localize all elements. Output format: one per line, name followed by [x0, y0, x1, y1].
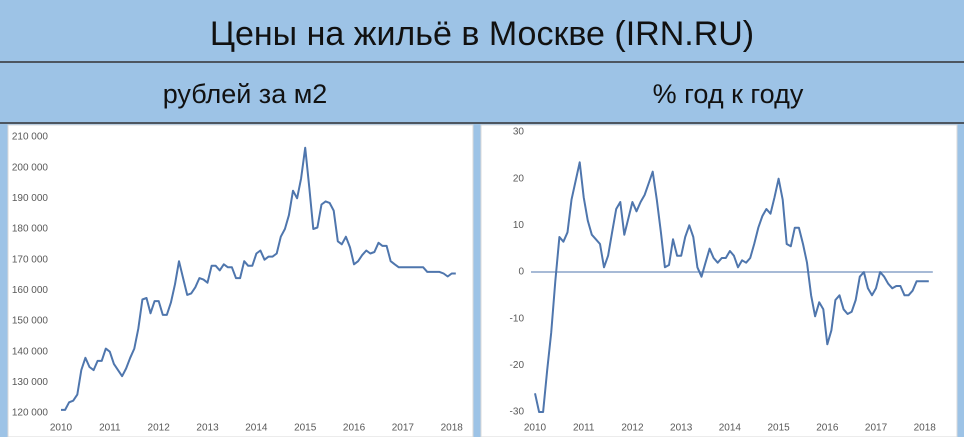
- x-tick-label: 2013: [196, 423, 219, 434]
- x-tick-label: 2018: [914, 423, 937, 434]
- x-tick-label: 2017: [865, 423, 888, 434]
- data-line: [61, 146, 456, 411]
- chart-panel: [7, 124, 474, 437]
- y-tick-label: 200 000: [12, 162, 49, 173]
- y-tick-label: -30: [510, 407, 525, 418]
- chart-subtitle: рублей за м2: [163, 79, 328, 109]
- y-tick-label: 130 000: [12, 377, 49, 388]
- x-tick-label: 2010: [524, 423, 547, 434]
- x-tick-label: 2017: [392, 423, 415, 434]
- y-tick-label: -20: [510, 360, 525, 371]
- x-tick-label: 2011: [99, 423, 121, 434]
- x-tick-label: 2012: [621, 423, 644, 434]
- y-tick-label: -10: [510, 313, 525, 324]
- x-tick-label: 2011: [573, 423, 595, 434]
- y-tick-label: 10: [513, 220, 525, 231]
- y-tick-label: 140 000: [12, 346, 49, 357]
- x-tick-label: 2016: [816, 423, 839, 434]
- x-tick-label: 2014: [719, 423, 742, 434]
- x-tick-label: 2014: [245, 423, 268, 434]
- y-tick-label: 170 000: [12, 254, 49, 265]
- y-tick-label: 30: [513, 127, 525, 138]
- x-tick-label: 2015: [767, 423, 790, 434]
- y-tick-label: 120 000: [12, 408, 49, 419]
- x-tick-label: 2015: [294, 423, 317, 434]
- x-tick-label: 2018: [441, 423, 464, 434]
- y-tick-label: 210 000: [12, 132, 49, 143]
- x-tick-label: 2016: [343, 423, 366, 434]
- page-title: Цены на жильё в Москве (IRN.RU): [210, 15, 754, 53]
- x-tick-label: 2012: [148, 423, 171, 434]
- x-tick-label: 2010: [50, 423, 73, 434]
- y-tick-label: 190 000: [12, 193, 49, 204]
- y-tick-label: 20: [513, 173, 525, 184]
- x-tick-label: 2013: [670, 423, 693, 434]
- y-tick-label: 160 000: [12, 285, 49, 296]
- chart-subtitle: % год к году: [653, 79, 804, 109]
- y-tick-label: 180 000: [12, 224, 49, 235]
- data-line: [534, 161, 929, 413]
- y-tick-label: 0: [518, 267, 524, 278]
- y-tick-label: 150 000: [12, 316, 49, 327]
